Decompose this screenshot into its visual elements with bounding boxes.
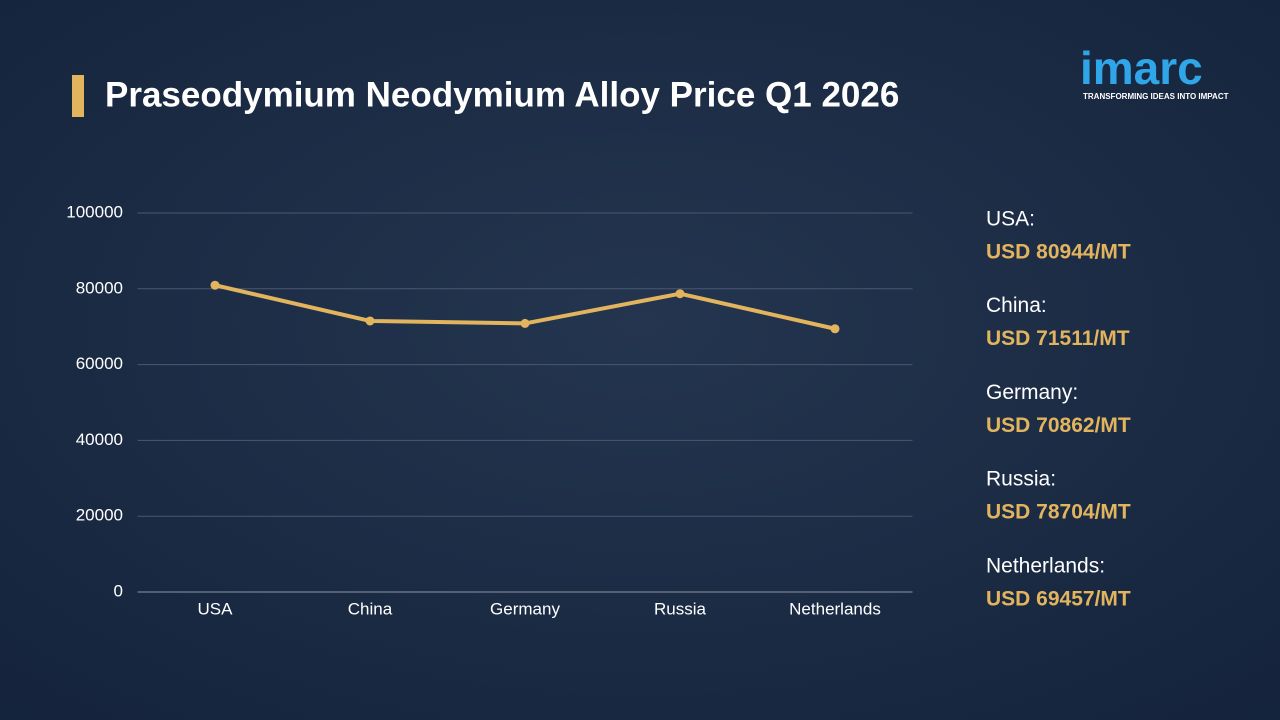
- x-tick-label: China: [348, 599, 393, 618]
- x-tick-label: Germany: [490, 599, 560, 618]
- panel-label: USA:: [986, 208, 1035, 231]
- y-tick-label: 100000: [66, 202, 123, 221]
- value-label: USD 70862/MT: [986, 414, 1131, 437]
- value-label: USD 69457/MT: [986, 587, 1131, 610]
- value-label: USD 71511/MT: [986, 327, 1130, 350]
- y-tick-label: 40000: [76, 430, 123, 449]
- panel-label: Russia:: [986, 468, 1056, 491]
- y-tick-label: 20000: [76, 506, 123, 525]
- panel-label: Germany:: [986, 381, 1078, 404]
- data-point: [830, 324, 840, 334]
- value-label: USD 80944/MT: [986, 241, 1131, 264]
- x-tick-label: Netherlands: [789, 599, 881, 618]
- data-point: [365, 316, 375, 326]
- value-label: USD 78704/MT: [986, 501, 1131, 524]
- panel-label: Netherlands:: [986, 554, 1105, 577]
- data-point: [520, 318, 530, 328]
- logo-tagline: TRANSFORMING IDEAS INTO IMPACT: [1083, 92, 1229, 101]
- title-accent: [72, 75, 84, 117]
- x-tick-label: Russia: [654, 599, 707, 618]
- data-point: [675, 289, 685, 299]
- logo-name: imarc: [1080, 42, 1203, 94]
- data-point: [210, 280, 220, 290]
- y-tick-label: 60000: [76, 354, 123, 373]
- x-tick-label: USA: [198, 599, 234, 618]
- y-tick-label: 0: [114, 581, 123, 600]
- chart-title: Praseodymium Neodymium Alloy Price Q1 20…: [105, 75, 899, 114]
- y-tick-label: 80000: [76, 278, 123, 297]
- panel-label: China:: [986, 294, 1047, 317]
